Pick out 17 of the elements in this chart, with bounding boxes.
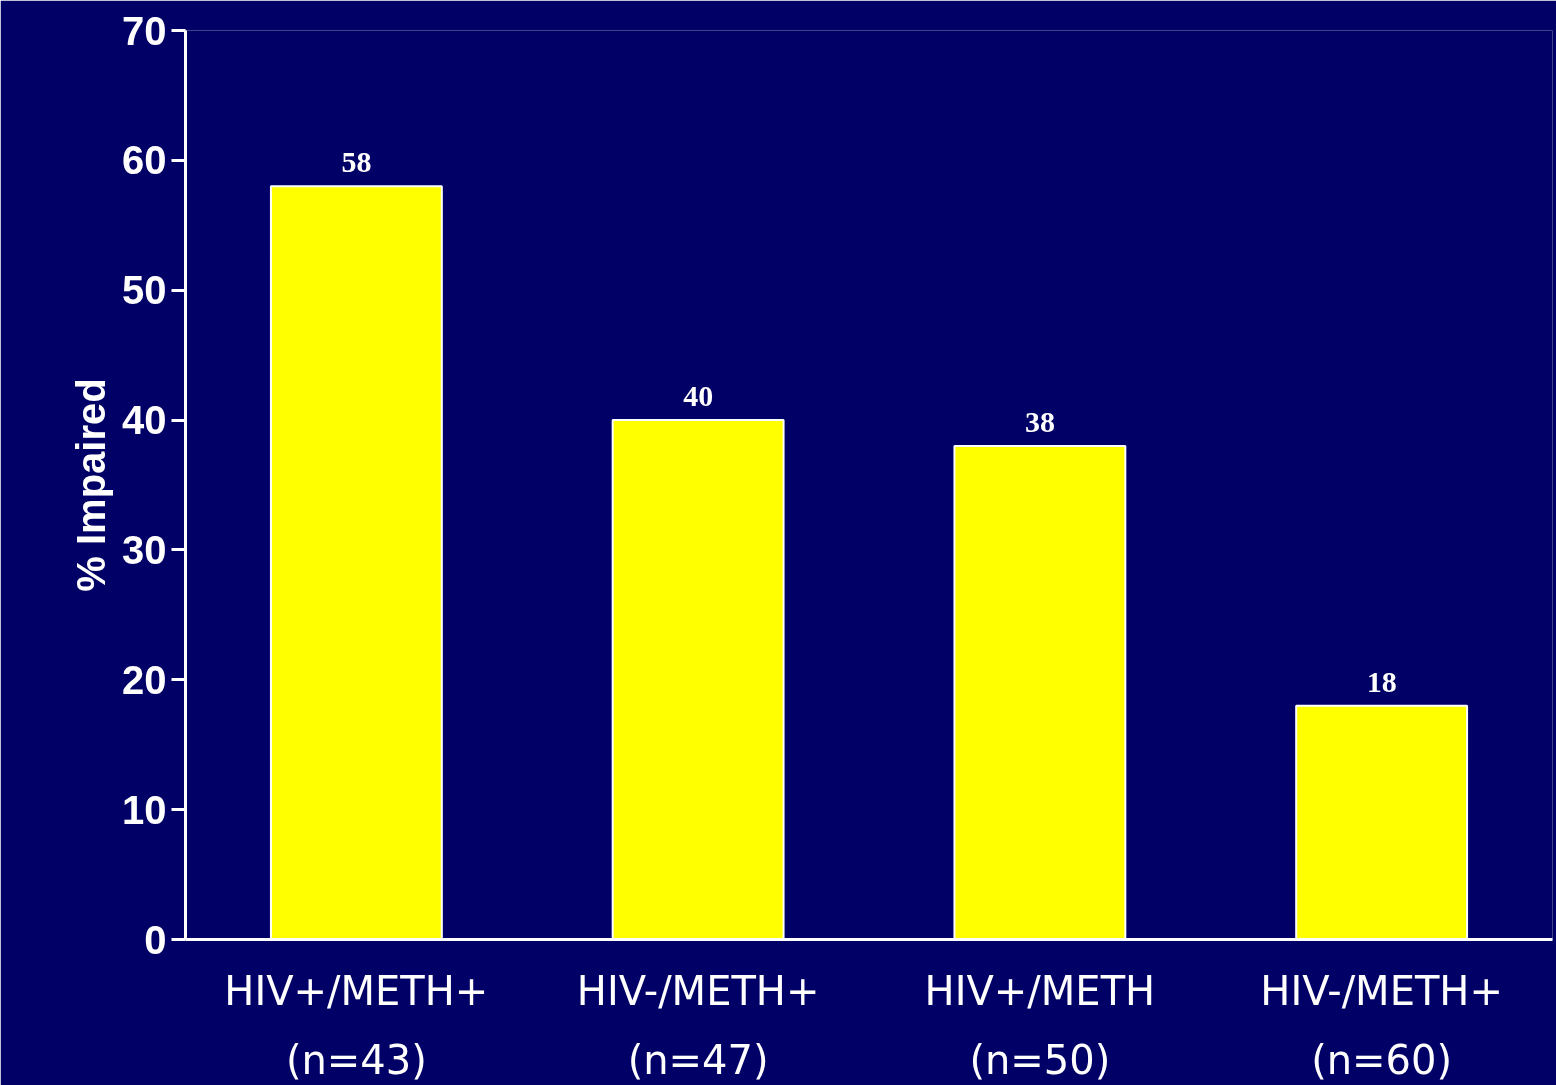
x-tick-label: HIV+/METH+ (n=43) bbox=[224, 967, 489, 1083]
y-tick-label: 50 bbox=[122, 268, 167, 313]
y-tick-label: 10 bbox=[122, 787, 167, 832]
y-tick-label: 60 bbox=[122, 138, 167, 183]
x-tick-label: HIV-/METH+ (n=60) bbox=[1260, 967, 1503, 1083]
data-label: 58 bbox=[341, 145, 372, 179]
y-tick-label: 70 bbox=[122, 8, 167, 53]
y-axis-title: % Impaired bbox=[69, 378, 114, 592]
y-tick-label: 30 bbox=[122, 527, 167, 572]
y-tick-label: 0 bbox=[144, 917, 167, 962]
data-label: 18 bbox=[1366, 664, 1397, 698]
y-tick-label: 40 bbox=[122, 398, 167, 443]
x-tick-label: HIV+/METH (n=50) bbox=[924, 967, 1156, 1083]
data-label: 40 bbox=[683, 379, 714, 413]
y-tick-label: 20 bbox=[122, 657, 167, 702]
x-tick-label: HIV-/METH+ (n=47) bbox=[576, 967, 820, 1083]
data-label: 38 bbox=[1024, 405, 1055, 439]
